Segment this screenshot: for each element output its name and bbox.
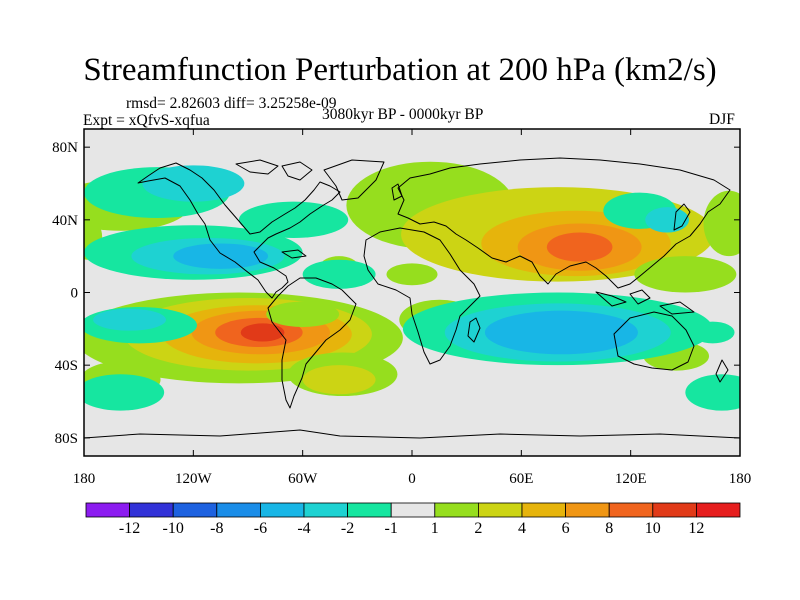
- colorbar-label: -8: [210, 520, 223, 537]
- lon-tick-label: 0: [408, 471, 416, 487]
- colorbar-label: 4: [518, 520, 526, 537]
- lat-tick-label: 40N: [52, 213, 78, 229]
- contour-region: [634, 256, 737, 293]
- contour-region: [690, 321, 735, 344]
- contour-region: [546, 232, 613, 262]
- contour-region: [142, 165, 245, 202]
- contour-region: [302, 259, 376, 289]
- colorbar-label: -4: [297, 520, 310, 537]
- contour-region: [240, 323, 285, 342]
- period-label: 3080kyr BP - 0000kyr BP: [322, 106, 484, 123]
- colorbar-swatch: [303, 502, 348, 518]
- arctic-island-2: [281, 161, 313, 181]
- lat-tick-label: 0: [71, 286, 79, 302]
- colorbar-swatch: [696, 502, 741, 518]
- colorbar-swatch: [565, 502, 610, 518]
- colorbar-label: 1: [431, 520, 439, 537]
- lon-tick-label: 60W: [288, 471, 318, 487]
- contour-region: [238, 201, 349, 238]
- lat-tick-label: 40S: [55, 358, 78, 374]
- eurasia-coast: [397, 157, 731, 289]
- contour-region: [302, 365, 376, 395]
- axis-ticks: 80N 40N 0 40S 80S 180 120W 60W 0 60E 120E 180: [52, 129, 751, 487]
- colorbar-label: 8: [605, 520, 613, 537]
- south-america-coast: [267, 277, 357, 409]
- plot-title: Streamfunction Perturbation at 200 hPa (…: [83, 52, 717, 88]
- colorbar-label: 2: [474, 520, 482, 537]
- colorbar-label: -1: [385, 520, 398, 537]
- contour-region: [703, 190, 740, 257]
- australia-coast: [613, 311, 695, 371]
- colorbar-label: 6: [562, 520, 570, 537]
- africa-coast: [363, 227, 481, 365]
- colorbar-swatch: [390, 502, 436, 518]
- colorbar: -12 -10 -8 -6 -4 -2 -1 1 2 4 6 8 10 12: [85, 502, 741, 537]
- colorbar-swatch: [477, 502, 523, 518]
- contour-region: [266, 301, 340, 328]
- indonesia-coast-1: [595, 291, 627, 307]
- lon-tick-label: 120E: [615, 471, 647, 487]
- colorbar-label: -2: [341, 520, 354, 537]
- lat-tick-label: 80N: [52, 140, 78, 156]
- colorbar-label: -12: [119, 520, 140, 537]
- north-america-coast: [137, 162, 341, 299]
- indonesia-coast-2: [629, 289, 651, 305]
- lat-tick-label: 80S: [55, 431, 78, 447]
- contour-region: [173, 243, 269, 269]
- contour-region: [93, 308, 166, 331]
- contour-region: [386, 263, 438, 286]
- greenland-coast: [323, 159, 385, 201]
- new-zealand-coast: [715, 359, 729, 383]
- contour-fill-layer: [84, 161, 740, 411]
- coastlines: [84, 157, 740, 439]
- colorbar-swatch: [652, 502, 697, 518]
- madagascar-coast: [467, 317, 481, 343]
- colorbar-swatch: [85, 502, 130, 518]
- lon-tick-label: 180: [729, 471, 752, 487]
- arctic-island-1: [235, 159, 279, 175]
- antarctica-coast: [84, 429, 740, 439]
- contour-region: [685, 374, 740, 411]
- colorbar-swatch: [259, 502, 305, 518]
- colorbar-swatch: [434, 502, 479, 518]
- season-label: DJF: [709, 111, 735, 128]
- lon-tick-label: 180: [73, 471, 96, 487]
- caribbean-island: [281, 249, 307, 259]
- british-isles-coast: [391, 183, 403, 201]
- colorbar-label: 10: [645, 520, 661, 537]
- stats-line: rmsd= 2.82603 diff= 3.25258e-09: [126, 95, 337, 112]
- contour-region: [645, 207, 689, 233]
- colorbar-label: 12: [688, 520, 704, 537]
- colorbar-label: -6: [254, 520, 267, 537]
- japan-coast: [673, 203, 691, 231]
- colorbar-swatch: [608, 502, 654, 518]
- colorbar-label: -10: [163, 520, 184, 537]
- colorbar-swatch: [129, 502, 174, 518]
- experiment-label: Expt = xQfvS-xqfua: [83, 112, 210, 129]
- colorbar-swatch: [347, 502, 392, 518]
- lon-tick-label: 60E: [509, 471, 533, 487]
- contour-region: [484, 310, 638, 355]
- colorbar-swatch: [521, 502, 566, 518]
- colorbar-swatch: [172, 502, 218, 518]
- colorbar-swatch: [216, 502, 261, 518]
- lon-tick-label: 120W: [175, 471, 213, 487]
- new-guinea-coast: [659, 301, 695, 315]
- contour-region: [84, 374, 165, 411]
